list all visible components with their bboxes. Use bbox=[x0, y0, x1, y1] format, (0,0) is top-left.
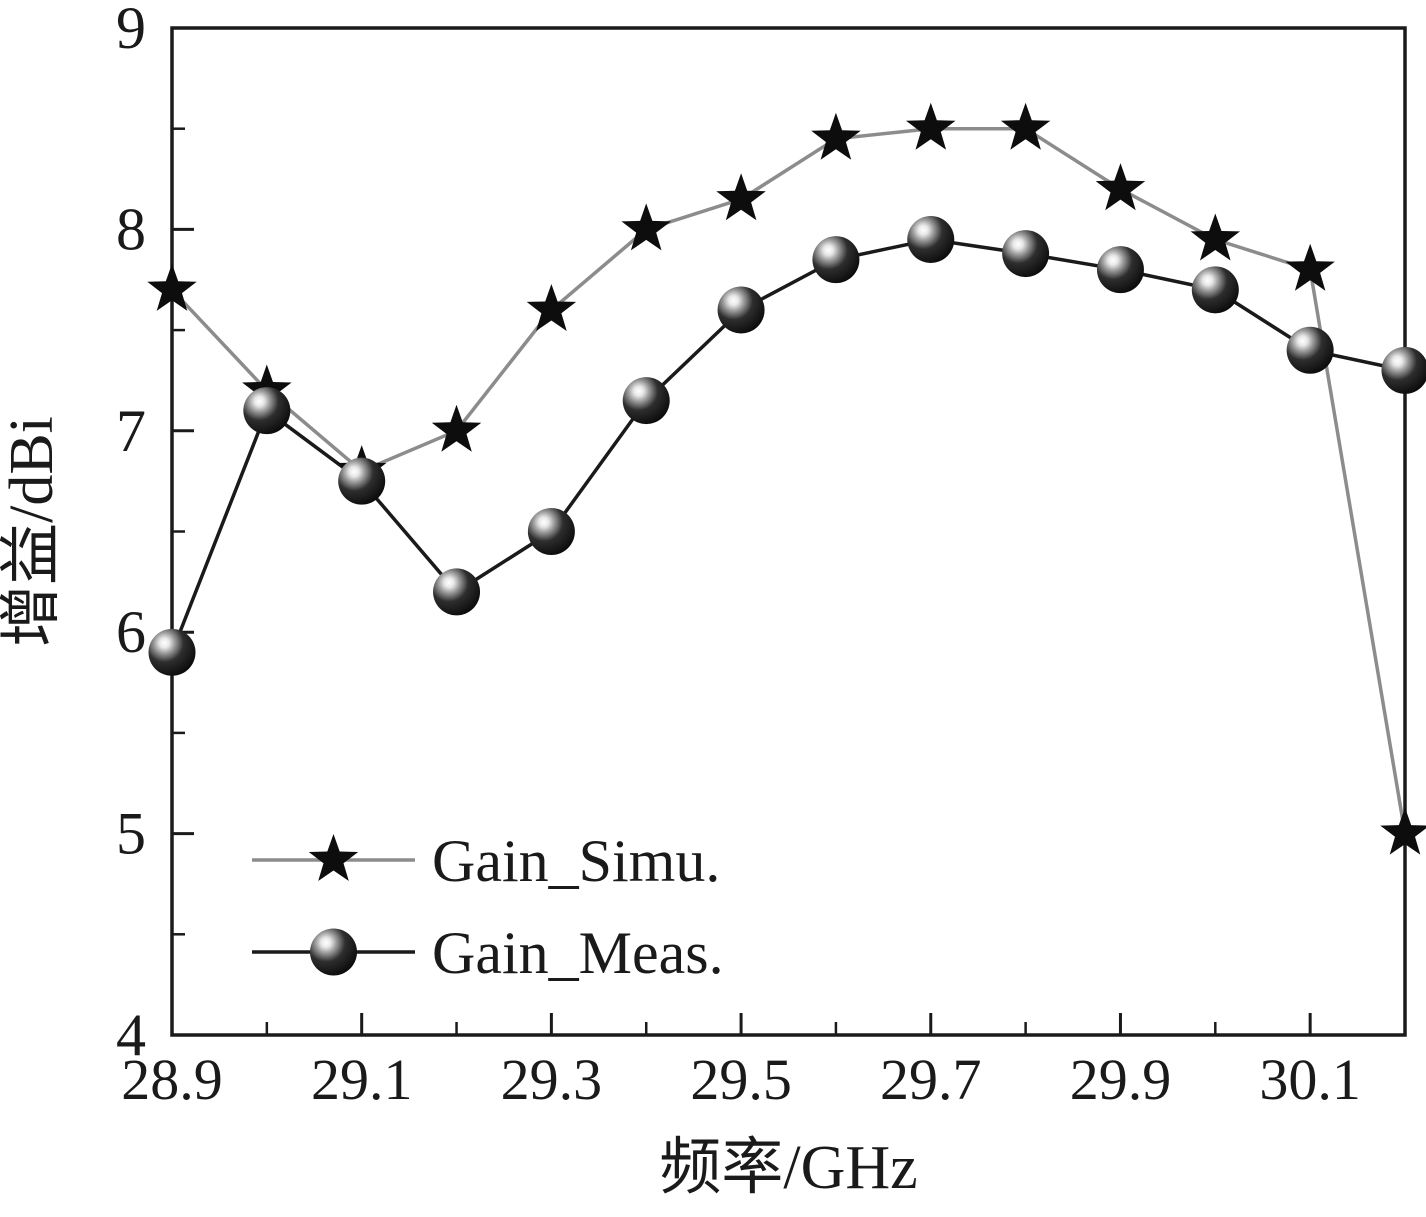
y-tick-label: 5 bbox=[116, 801, 146, 867]
x-tick-label: 29.5 bbox=[690, 1047, 792, 1112]
sphere-marker bbox=[1191, 266, 1239, 314]
sphere-marker bbox=[907, 215, 955, 263]
legend-sphere-marker bbox=[310, 928, 357, 976]
y-tick-label: 9 bbox=[116, 0, 146, 61]
x-tick-label: 30.1 bbox=[1259, 1047, 1361, 1112]
sphere-marker bbox=[1002, 230, 1050, 278]
legend-star-marker bbox=[308, 834, 359, 881]
y-tick-label: 4 bbox=[116, 1002, 146, 1068]
sphere-marker bbox=[717, 286, 765, 334]
star-marker bbox=[147, 263, 197, 311]
x-tick-label: 29.7 bbox=[880, 1047, 982, 1112]
y-axis-title: 增益/dBi bbox=[0, 416, 66, 647]
sphere-marker bbox=[1381, 346, 1426, 394]
sphere-marker bbox=[527, 508, 575, 555]
sphere-marker bbox=[812, 236, 860, 284]
y-tick-label: 7 bbox=[116, 398, 146, 464]
legend-label-0: Gain_Simu. bbox=[432, 828, 720, 894]
x-tick-label: 29.3 bbox=[501, 1047, 603, 1112]
legend-label-1: Gain_Meas. bbox=[432, 920, 724, 986]
y-tick-label: 8 bbox=[116, 196, 146, 262]
x-axis-title: 频率/GHz bbox=[659, 1134, 917, 1202]
star-marker bbox=[811, 112, 861, 160]
star-marker bbox=[1095, 163, 1146, 211]
sphere-marker bbox=[1096, 246, 1144, 294]
x-tick-label: 28.9 bbox=[121, 1047, 223, 1112]
x-tick-label: 29.9 bbox=[1070, 1047, 1172, 1112]
sphere-marker bbox=[338, 457, 386, 505]
sphere-marker bbox=[622, 377, 670, 425]
sphere-marker bbox=[1286, 326, 1334, 374]
star-marker bbox=[431, 404, 482, 452]
star-marker bbox=[716, 173, 766, 221]
sphere-marker bbox=[433, 568, 481, 616]
sphere-marker bbox=[243, 387, 291, 435]
star-marker bbox=[526, 284, 577, 331]
plot-border bbox=[170, 26, 1407, 1037]
star-marker bbox=[621, 203, 671, 251]
star-marker bbox=[906, 102, 956, 150]
star-marker bbox=[1190, 213, 1240, 261]
star-marker bbox=[1285, 243, 1335, 291]
y-tick-label: 6 bbox=[116, 599, 146, 665]
star-marker bbox=[1000, 102, 1051, 150]
sphere-marker bbox=[148, 628, 196, 676]
x-tick-label: 29.1 bbox=[311, 1047, 413, 1112]
star-marker bbox=[1380, 807, 1426, 855]
